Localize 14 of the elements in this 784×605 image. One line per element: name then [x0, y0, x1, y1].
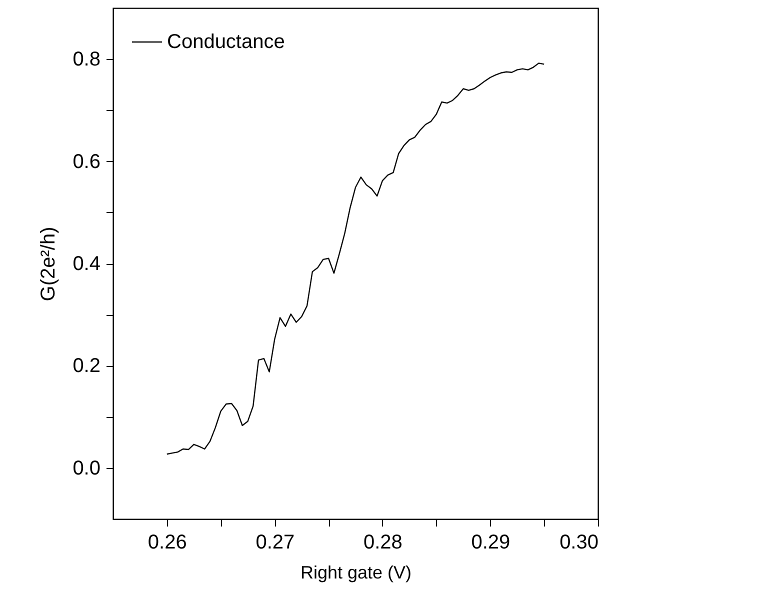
y-tick-label: 0.4: [72, 253, 100, 275]
legend-label: Conductance: [167, 31, 285, 53]
x-axis-title: Right gate (V): [300, 562, 412, 582]
y-tick-label: 0.6: [72, 150, 100, 173]
y-axis-title: G(2e²/h): [38, 226, 60, 302]
x-tick-label: 0.28: [363, 532, 402, 554]
x-tick-label: 0.30: [560, 532, 598, 554]
y-tick-label: 0.2: [72, 355, 100, 378]
x-tick-label: 0.29: [471, 532, 510, 554]
line-series: [166, 62, 545, 455]
y-tick-label: 0.8: [72, 48, 100, 71]
x-tick-label: 0.27: [256, 532, 295, 554]
x-tick-label: 0.26: [148, 532, 187, 554]
y-tick-label: 0.0: [72, 457, 100, 480]
